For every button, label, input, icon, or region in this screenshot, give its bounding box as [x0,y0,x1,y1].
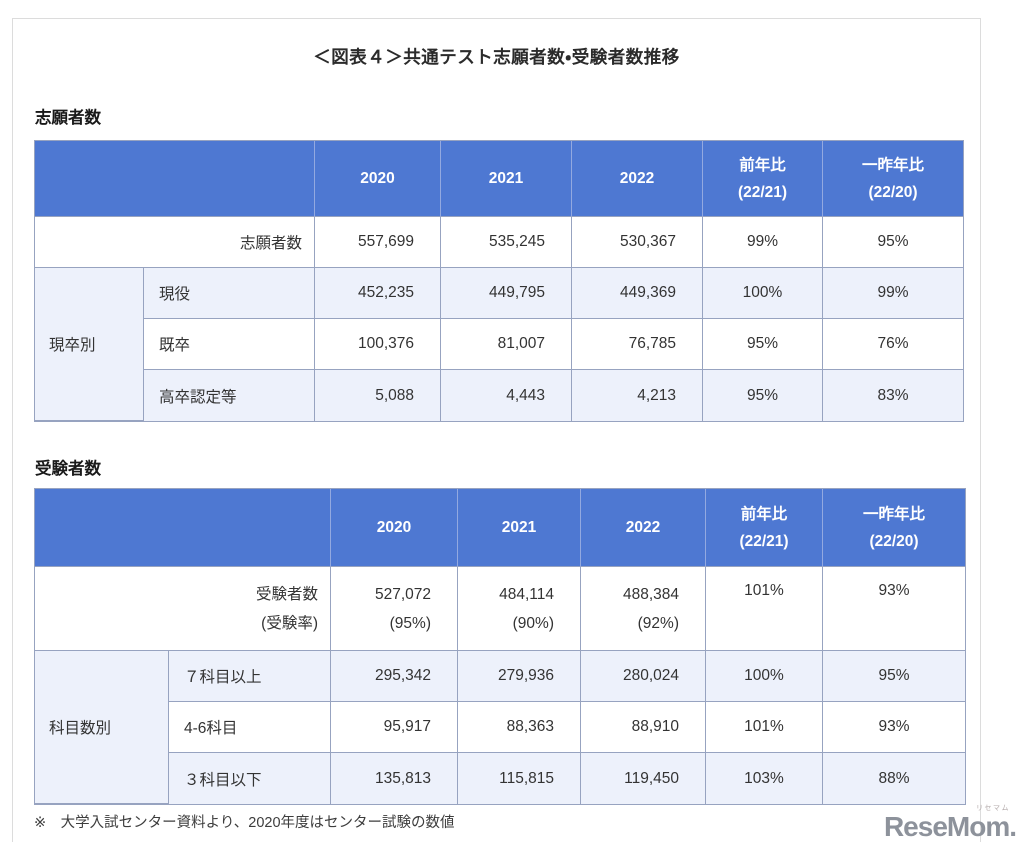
value-line2: (92%) [637,614,679,632]
yoy-ratio-cell: 100% [706,651,823,702]
row-label: 志願者数 [35,217,315,268]
yoy-ratio-cell: 101% [706,702,823,753]
yoy-ratio-header: 前年比 (22/21) [703,141,823,217]
two-year-ratio-cell: 88% [823,753,965,804]
row-label: ７科目以上 [169,651,331,702]
table-row-7plus-subjects: 科目数別 ７科目以上 295,342 279,936 280,024 100% … [35,651,965,804]
yoy-ratio-header-line1: 前年比 [739,156,786,174]
table-row-graduates: 既卒 100,376 81,007 76,785 95% 76% [35,319,963,370]
value-cell-2020: 452,235 [315,268,441,319]
resemom-logo-wordmark: ReseMom. [883,811,1017,842]
row-label-line2: (受験率) [261,614,318,632]
examinees-table: 2020 2021 2022 前年比 (22/21) 一昨年比 (22/20) [34,488,966,805]
row-label: 4-6科目 [169,702,331,753]
year-header-2020: 2020 [315,141,441,217]
header-row: 2020 2021 2022 前年比 (22/21) 一昨年比 (22/20) [35,141,963,217]
two-year-ratio-cell: 95% [823,217,963,268]
yoy-ratio-cell: 101% [706,567,823,651]
two-year-ratio-header: 一昨年比 (22/20) [823,489,965,567]
row-label-line1: 受験者数 [255,585,318,603]
blank-corner-cell [35,141,315,217]
value-cell-2021: 4,443 [441,370,572,421]
resemom-logo-ruby: リセマム [976,805,1010,812]
yoy-ratio-cell: 103% [706,753,823,804]
year-header-2020: 2020 [331,489,458,567]
section-title-applicants: 志願者数 [35,109,101,127]
header-row: 2020 2021 2022 前年比 (22/21) 一昨年比 (22/20) [35,489,965,567]
figure-title: ＜図表４＞共通テスト志願者数・受験者数推移 [313,47,680,67]
table-row-total: 受験者数 (受験率) 527,072 (95%) 484,114 (90%) 4… [35,567,965,651]
yoy-ratio-cell: 95% [703,370,823,421]
two-year-ratio-cell: 93% [823,702,965,753]
two-year-ratio-header: 一昨年比 (22/20) [823,141,963,217]
yoy-ratio-header-line1: 前年比 [740,505,788,523]
year-header-2022: 2022 [572,141,703,217]
value-line2: (95%) [389,614,431,632]
value-cell-2021: 81,007 [441,319,572,370]
blank-corner-cell [35,489,331,567]
value-cell-2021: 449,795 [441,268,572,319]
table-row-current-students: 現卒別 現役 452,235 449,795 449,369 100% 99% [35,268,963,421]
value-cell-2022: 488,384 (92%) [581,567,706,651]
value-cell-2020: 95,917 [331,702,458,753]
yoy-ratio-cell: 95% [703,319,823,370]
yoy-ratio-cell: 99% [703,217,823,268]
value-cell-2022: 4,213 [572,370,703,421]
value-line1: 488,384 [622,585,679,603]
value-cell-2021: 484,114 (90%) [458,567,581,651]
value-cell-2022: 119,450 [581,753,706,804]
yoy-ratio-header-line2: (22/21) [737,183,788,201]
two-year-ratio-cell: 83% [823,370,963,421]
value-cell-2022: 76,785 [572,319,703,370]
two-year-ratio-header-line2: (22/20) [868,183,918,201]
value-cell-2020: 557,699 [315,217,441,268]
value-line1: 527,072 [374,585,431,603]
table-row-total: 志願者数 557,699 535,245 530,367 99% 95% [35,217,963,268]
row-label: 高卒認定等 [144,370,315,421]
group-label: 現卒別 [35,268,144,421]
row-label: 現役 [144,268,315,319]
yoy-ratio-header-line2: (22/21) [739,532,789,550]
section-title-examinees: 受験者数 [35,460,101,478]
value-cell-2020: 5,088 [315,370,441,421]
yoy-ratio-header: 前年比 (22/21) [706,489,823,567]
yoy-ratio-cell: 100% [703,268,823,319]
table-row-certified: 高卒認定等 5,088 4,443 4,213 95% 83% [35,370,963,421]
group-label: 科目数別 [35,651,169,804]
row-label: 受験者数 (受験率) [35,567,331,651]
value-cell-2021: 279,936 [458,651,581,702]
two-year-ratio-cell: 93% [823,567,965,651]
value-cell-2020: 100,376 [315,319,441,370]
year-header-2021: 2021 [441,141,572,217]
value-cell-2021: 115,815 [458,753,581,804]
table-row-3orless-subjects: ３科目以下 135,813 115,815 119,450 103% 88% [35,753,965,804]
two-year-ratio-header-line1: 一昨年比 [862,505,925,523]
value-line2: (90%) [512,614,554,632]
value-cell-2022: 449,369 [572,268,703,319]
value-line1: 484,114 [499,585,554,603]
value-cell-2022: 530,367 [572,217,703,268]
content-frame: ＜図表４＞共通テスト志願者数・受験者数推移 志願者数 2020 2021 202… [12,18,981,842]
value-cell-2022: 280,024 [581,651,706,702]
year-header-2021: 2021 [458,489,581,567]
value-cell-2021: 535,245 [441,217,572,268]
two-year-ratio-cell: 95% [823,651,965,702]
two-year-ratio-cell: 76% [823,319,963,370]
value-cell-2020: 527,072 (95%) [331,567,458,651]
table-row-4to6-subjects: 4-6科目 95,917 88,363 88,910 101% 93% [35,702,965,753]
value-cell-2020: 295,342 [331,651,458,702]
source-footnote: ※ 大学入試センター資料より、2020年度はセンター試験の数値 [34,815,455,831]
two-year-ratio-header-line2: (22/20) [869,532,919,550]
value-cell-2021: 88,363 [458,702,581,753]
year-header-2022: 2022 [581,489,706,567]
two-year-ratio-header-line1: 一昨年比 [861,156,924,174]
value-cell-2020: 135,813 [331,753,458,804]
applicants-table: 2020 2021 2022 前年比 (22/21) 一昨年比 (22/20) … [34,140,964,422]
row-label: 既卒 [144,319,315,370]
value-cell-2022: 88,910 [581,702,706,753]
resemom-logo: リセマム ReseMom. [883,805,1017,842]
row-label: ３科目以下 [169,753,331,804]
two-year-ratio-cell: 99% [823,268,963,319]
